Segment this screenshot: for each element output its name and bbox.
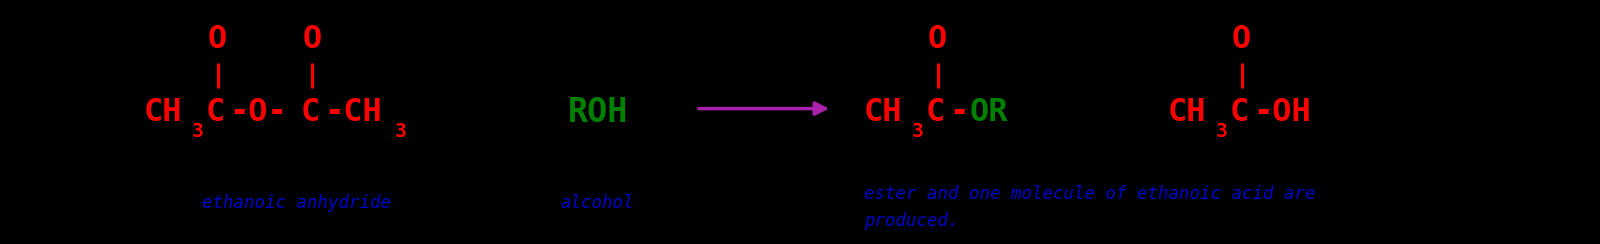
- Text: C: C: [206, 97, 226, 128]
- Text: -CH: -CH: [325, 97, 382, 128]
- Text: CH: CH: [1168, 97, 1206, 128]
- Text: O: O: [928, 23, 947, 55]
- Text: 3: 3: [395, 122, 406, 141]
- Text: O: O: [208, 23, 227, 55]
- Text: CH: CH: [144, 97, 182, 128]
- Text: C: C: [926, 97, 946, 128]
- Text: alcohol: alcohol: [560, 193, 634, 212]
- Text: O: O: [302, 23, 322, 55]
- Text: -OH: -OH: [1253, 97, 1310, 128]
- Text: ROH: ROH: [568, 96, 629, 129]
- Text: O: O: [1232, 23, 1251, 55]
- Text: CH: CH: [864, 97, 902, 128]
- Text: 3: 3: [192, 122, 203, 141]
- Text: OR: OR: [970, 97, 1008, 128]
- Text: C: C: [1230, 97, 1250, 128]
- Text: -: -: [949, 97, 968, 128]
- Text: ester and one molecule of ethanoic acid are
produced.: ester and one molecule of ethanoic acid …: [864, 185, 1315, 230]
- Text: -O-: -O-: [229, 97, 286, 128]
- Text: ethanoic anhydride: ethanoic anhydride: [202, 193, 390, 212]
- Text: C: C: [301, 97, 320, 128]
- Text: 3: 3: [912, 122, 923, 141]
- Text: 3: 3: [1216, 122, 1227, 141]
